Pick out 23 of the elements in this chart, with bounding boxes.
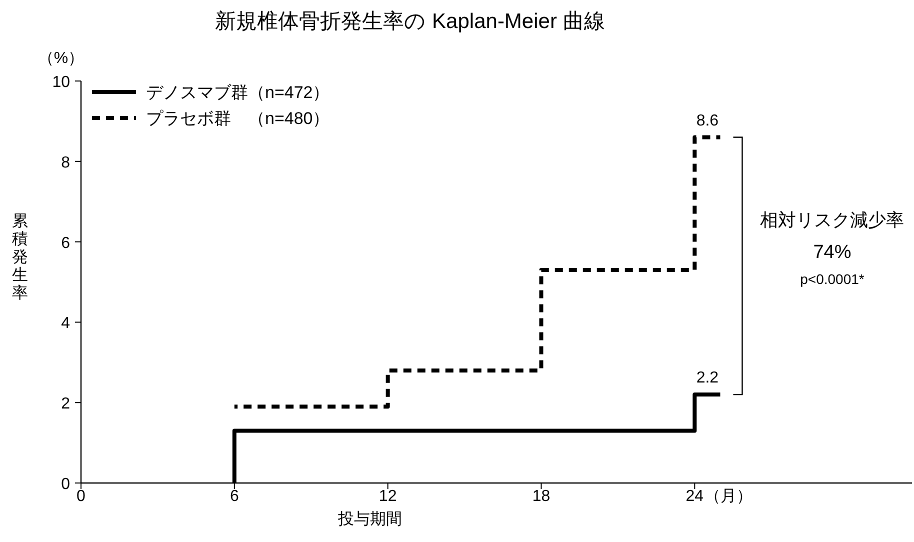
x-tick-label: 24: [686, 488, 704, 505]
y-tick-label: 2: [61, 396, 70, 413]
y-tick-label: 10: [52, 74, 70, 91]
ylabel: 累積発生率: [12, 213, 28, 302]
legend-label: デノスマブ群（n=472）: [146, 83, 330, 102]
text: （月）: [704, 488, 753, 505]
y-tick-label: 4: [61, 315, 70, 332]
x-tick-label: 6: [230, 488, 239, 505]
annotation: 74%: [813, 242, 852, 263]
x-tick-label: 0: [76, 488, 86, 505]
annotation: p<0.0001*: [800, 270, 865, 287]
y-tick-label: 8: [61, 154, 70, 172]
data-label: 8.6: [696, 112, 719, 130]
annotation: 相対リスク減少率: [760, 210, 904, 230]
text: （%）: [38, 50, 84, 67]
x-tick-label: 18: [532, 488, 550, 505]
data-label: 2.2: [696, 370, 719, 387]
y-tick-label: 0: [61, 476, 70, 493]
xlabel: 投与期間: [338, 511, 402, 528]
y-tick-label: 6: [61, 234, 70, 252]
x-tick-label: 12: [378, 488, 397, 505]
legend-label: プラセボ群 （n=480）: [146, 109, 330, 128]
title: 新規椎体骨折発生率の Kaplan-Meier 曲線: [215, 10, 605, 33]
